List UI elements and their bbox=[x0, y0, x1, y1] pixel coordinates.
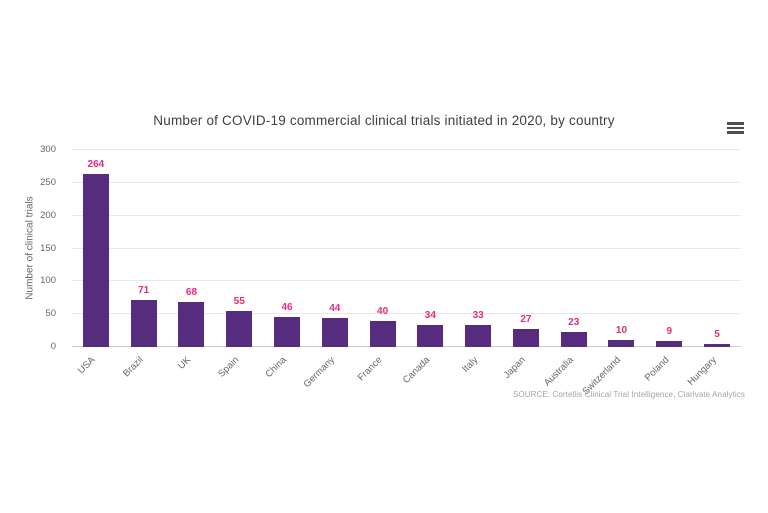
bar-value-label: 5 bbox=[714, 328, 720, 340]
chart-title: Number of COVID-19 commercial clinical t… bbox=[153, 113, 615, 128]
gridline bbox=[72, 280, 741, 282]
x-axis-label: Italy bbox=[459, 354, 481, 375]
gridline bbox=[72, 313, 741, 315]
gridline bbox=[72, 214, 741, 216]
x-axis-label: Canada bbox=[400, 354, 433, 386]
x-axis-line bbox=[72, 346, 741, 347]
bar-slot: 27 bbox=[502, 150, 550, 347]
hamburger-menu-icon bbox=[727, 131, 744, 134]
bar-value-label: 55 bbox=[233, 295, 245, 307]
bar-slot: 44 bbox=[311, 150, 359, 347]
bar-value-label: 10 bbox=[615, 325, 628, 337]
gridline bbox=[72, 247, 741, 249]
bar-slot: 23 bbox=[550, 150, 598, 347]
bar-germany[interactable] bbox=[321, 318, 348, 347]
bar-slot: 5 bbox=[693, 150, 741, 347]
bar-slot: 71 bbox=[120, 150, 168, 347]
bar-value-label: 9 bbox=[666, 326, 673, 338]
bar-slot: 55 bbox=[215, 150, 263, 347]
x-axis-label: Australia bbox=[541, 354, 576, 389]
x-axis-label: Japan bbox=[501, 354, 528, 381]
plot-area: 264 71 68 55 46 44 40 34 33 27 23 10 9 5 USA Brazil UK S… bbox=[72, 149, 741, 397]
bar-switzerland[interactable] bbox=[608, 340, 635, 347]
y-axis-tick-label: 250 bbox=[40, 176, 56, 188]
x-axis-label: Poland bbox=[642, 354, 672, 384]
bar-usa[interactable] bbox=[82, 173, 109, 347]
bar-poland[interactable] bbox=[656, 341, 683, 347]
bar-italy[interactable] bbox=[465, 325, 492, 347]
bar-value-label: 27 bbox=[520, 314, 532, 326]
bar-australia[interactable] bbox=[560, 331, 587, 347]
bar-canada[interactable] bbox=[417, 324, 444, 347]
y-axis-tick-label: 200 bbox=[40, 209, 56, 221]
bar-slot: 40 bbox=[359, 150, 407, 347]
x-axis-label: France bbox=[355, 354, 385, 384]
bar-slot: 264 bbox=[72, 150, 120, 347]
x-axis-label: Spain bbox=[216, 354, 242, 380]
bars-layer: 264 71 68 55 46 44 40 34 33 27 23 10 9 5 bbox=[72, 150, 741, 347]
hamburger-menu-icon bbox=[727, 126, 744, 130]
y-axis-tick-label: 150 bbox=[40, 242, 56, 254]
y-axis-tick-label: 50 bbox=[45, 308, 56, 320]
bar-value-label: 44 bbox=[329, 303, 341, 315]
bar-france[interactable] bbox=[369, 320, 396, 347]
hamburger-menu-icon bbox=[727, 122, 744, 125]
x-axis-label: China bbox=[263, 354, 289, 380]
bar-japan[interactable] bbox=[512, 329, 539, 347]
bar-value-label: 34 bbox=[424, 309, 436, 321]
bar-value-label: 68 bbox=[185, 287, 198, 299]
x-axis-label: Brazil bbox=[120, 354, 146, 380]
bar-slot: 34 bbox=[406, 150, 454, 347]
y-axis-tick-label: 100 bbox=[40, 275, 56, 287]
bar-value-label: 46 bbox=[281, 301, 293, 313]
y-axis-tick-label: 0 bbox=[50, 341, 56, 352]
x-axis-label: UK bbox=[176, 354, 194, 372]
gridline bbox=[72, 149, 741, 150]
bar-china[interactable] bbox=[274, 316, 301, 347]
bar-spain[interactable] bbox=[226, 310, 253, 347]
source-text: SOURCE: Cortellis Clinical Trial Intelli… bbox=[512, 390, 745, 399]
y-axis-tick-label: 300 bbox=[40, 144, 56, 155]
bar-value-label: 23 bbox=[568, 316, 580, 328]
x-axis-label: Germany bbox=[301, 354, 337, 391]
x-axis-label: USA bbox=[76, 354, 98, 377]
bar-brazil[interactable] bbox=[130, 300, 157, 347]
bar-slot: 9 bbox=[645, 150, 693, 347]
bar-slot: 46 bbox=[263, 150, 311, 347]
chart-context-menu-button[interactable] bbox=[725, 120, 751, 140]
bar-slot: 33 bbox=[454, 150, 502, 347]
bar-slot: 10 bbox=[598, 150, 646, 347]
bar-slot: 68 bbox=[168, 150, 216, 347]
gridline bbox=[72, 181, 741, 183]
bar-uk[interactable] bbox=[178, 302, 205, 347]
x-axis-label: Hungary bbox=[685, 354, 719, 388]
bar-value-label: 71 bbox=[138, 285, 150, 297]
bar-value-label: 33 bbox=[472, 310, 484, 322]
bar-value-label: 40 bbox=[377, 305, 389, 317]
bar-value-label: 264 bbox=[87, 158, 105, 170]
bar-hungary[interactable] bbox=[704, 343, 731, 347]
